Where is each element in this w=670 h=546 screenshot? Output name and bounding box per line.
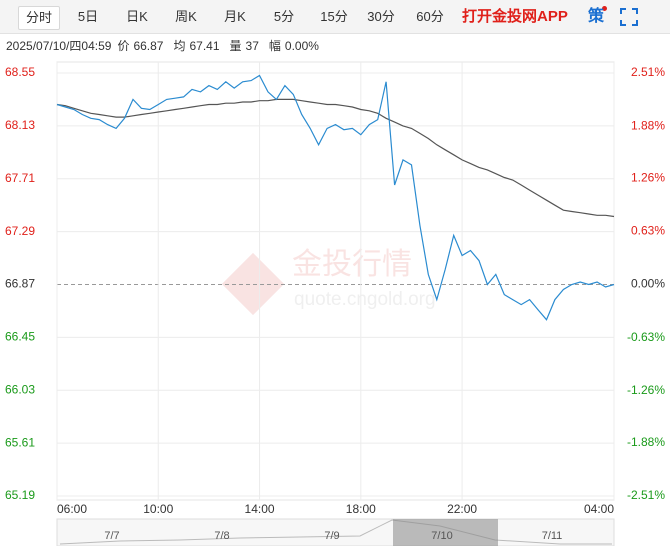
tab[interactable]: 15分 <box>320 9 348 24</box>
y2-tick-label: 2.51% <box>631 65 665 79</box>
info-item: 幅 0.00% <box>269 39 323 53</box>
navigator-window[interactable] <box>393 519 498 546</box>
x-tick-label: 10:00 <box>143 502 173 516</box>
x-tick-label: 22:00 <box>447 502 477 516</box>
tab[interactable]: 60分 <box>416 9 444 24</box>
series-line <box>56 98 615 218</box>
navigator-date: 7/9 <box>324 530 339 542</box>
y2-tick-label: 0.63% <box>631 224 665 238</box>
y-tick-label: 66.87 <box>5 277 35 291</box>
y-tick-label: 68.55 <box>5 65 35 79</box>
info-label: 量 <box>229 39 242 53</box>
y-tick-label: 65.19 <box>5 488 35 502</box>
datetime: 2025/07/10/四04:59 <box>6 39 112 53</box>
badge-dot <box>602 6 607 11</box>
y2-tick-label: -1.26% <box>627 383 665 397</box>
navigator-date: 7/10 <box>431 530 452 542</box>
tab[interactable]: 5分 <box>273 9 295 24</box>
x-tick-label: 18:00 <box>346 502 376 516</box>
info-value: 0.00% <box>284 39 319 53</box>
y2-tick-label: -0.63% <box>627 330 665 344</box>
info-item: 价 66.87 <box>117 39 167 53</box>
strategy-button[interactable]: 策 <box>588 8 605 25</box>
navigator-line <box>59 519 612 545</box>
x-tick-label: 04:00 <box>584 502 614 516</box>
y-tick-label: 65.61 <box>5 435 35 449</box>
plot-frame <box>56 61 615 501</box>
y2-tick-label: -2.51% <box>627 488 665 502</box>
info-value: 37 <box>245 39 259 53</box>
y-tick-label: 67.71 <box>5 171 35 185</box>
tab-bar: 分时 5日 日K 周K 月K 5分 15分 30分 60分 <box>0 0 670 34</box>
info-label: 均 <box>173 39 186 53</box>
tab[interactable]: 30分 <box>367 9 395 24</box>
y2-tick-label: 1.88% <box>631 118 665 132</box>
tab[interactable]: 分时 <box>18 6 60 30</box>
navigator-date: 7/7 <box>104 530 119 542</box>
x-tick-label: 06:00 <box>57 502 87 516</box>
watermark-site: quote.cngold.org <box>294 289 436 310</box>
watermark: 金投行情 quote.cngold.org <box>221 248 436 316</box>
series-line <box>56 74 615 321</box>
y-tick-label: 67.29 <box>5 224 35 238</box>
info-value: 67.41 <box>189 39 220 53</box>
info-item: 量 37 <box>230 39 263 53</box>
info-value: 66.87 <box>133 39 164 53</box>
y-tick-label: 66.03 <box>5 382 35 396</box>
tab[interactable]: 周K <box>175 9 197 24</box>
info-item: 均 67.41 <box>173 39 223 53</box>
watermark-name: 金投行情 <box>292 248 412 281</box>
navigator-date: 7/8 <box>214 530 229 542</box>
y-tick-label: 68.13 <box>5 118 35 132</box>
info-label: 价 <box>117 39 130 53</box>
y2-tick-label: 0.00% <box>631 277 665 291</box>
y-tick-label: 66.45 <box>5 330 35 344</box>
y2-tick-label: -1.88% <box>627 435 665 449</box>
tab[interactable]: 日K <box>126 9 148 24</box>
y2-tick-label: 1.26% <box>631 171 665 185</box>
info-label: 幅 <box>268 39 281 53</box>
x-tick-label: 14:00 <box>245 502 275 516</box>
navigator-date: 7/11 <box>542 530 563 542</box>
tab[interactable]: 5日 <box>77 9 99 24</box>
info-line: 2025/07/10/四04:59 价 66.87 均 67.41 量 37 幅 0.00% <box>6 38 329 54</box>
app-link[interactable]: 打开金投网APP <box>462 8 568 25</box>
tab[interactable]: 月K <box>224 9 246 24</box>
fullscreen-icon[interactable] <box>620 8 638 26</box>
